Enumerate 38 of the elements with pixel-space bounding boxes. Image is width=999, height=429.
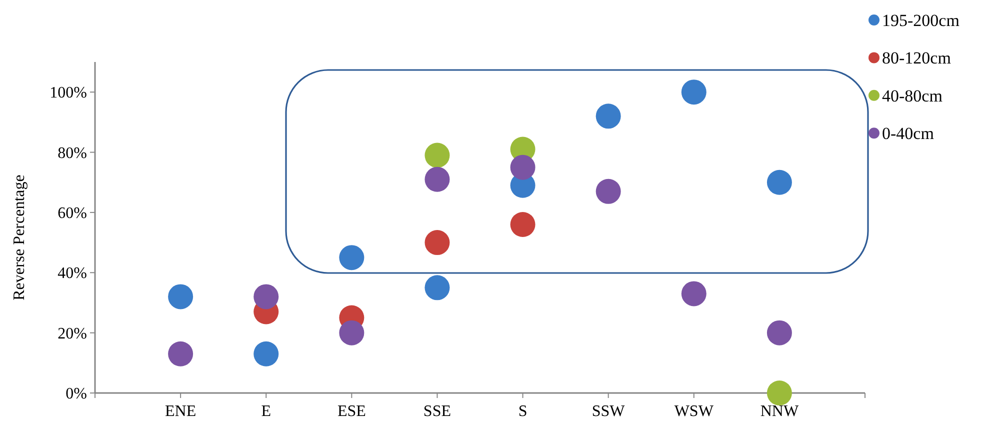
point [424, 166, 450, 192]
point [681, 281, 706, 306]
y-axis-title: Reverse Percentage [11, 174, 28, 300]
point [168, 341, 194, 366]
point [766, 380, 792, 406]
point [596, 104, 621, 129]
point [766, 320, 792, 346]
legend-label: 0-40cm [882, 124, 934, 144]
x-tick-label: WSW [674, 403, 714, 420]
point [510, 212, 536, 237]
point [254, 341, 279, 366]
point [424, 142, 450, 168]
x-tick-label: E [261, 403, 271, 420]
x-tick-label: SSW [592, 403, 626, 420]
y-tick-label: 20% [58, 325, 87, 342]
legend-label: 195-200cm [882, 10, 960, 30]
point [766, 170, 792, 195]
y-tick-label: 0% [66, 386, 87, 403]
y-tick-label: 60% [58, 205, 87, 222]
legend-label: 80-120cm [882, 48, 951, 68]
point [510, 154, 536, 180]
point [596, 178, 621, 204]
point [424, 275, 450, 300]
point [168, 284, 194, 310]
point [424, 230, 450, 256]
x-tick-label: ENE [165, 403, 196, 420]
y-tick-label: 40% [58, 265, 87, 282]
y-tick-label: 80% [58, 144, 87, 162]
legend-label: 40-80cm [882, 86, 942, 106]
point [681, 80, 706, 105]
point [339, 320, 364, 346]
x-tick-label: S [518, 403, 528, 420]
x-tick-label: SSE [423, 403, 452, 420]
x-tick-label: ESE [337, 403, 366, 420]
x-tick-label: NNW [760, 403, 800, 420]
point [339, 245, 364, 270]
y-tick-label: 100% [50, 84, 87, 102]
point [254, 284, 279, 310]
